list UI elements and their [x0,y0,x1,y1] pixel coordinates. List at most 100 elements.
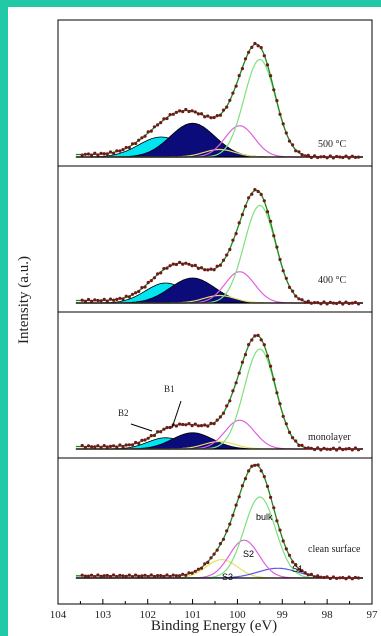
data-point [118,573,122,578]
data-point [300,153,304,157]
data-point [93,151,97,155]
data-point [203,115,207,119]
data-point [341,302,345,306]
data-point [228,98,232,102]
data-point [322,446,326,450]
component-bulk-line [75,496,363,579]
data-point [165,266,169,270]
data-point [243,57,248,61]
data-point [137,289,141,294]
data-point [247,196,251,200]
data-point [108,150,113,154]
data-point [325,156,329,160]
data-point [240,213,244,217]
data-point [278,257,282,262]
data-point [250,464,254,468]
data-point [130,292,135,296]
data-point [303,300,307,304]
data-point [297,567,301,571]
data-point [225,253,229,257]
data-point [262,343,266,347]
data-point [196,112,200,116]
data-point [187,262,191,266]
data-point [250,338,254,342]
data-point [165,573,169,577]
data-point [102,444,106,448]
data-point [99,574,103,579]
data-point [102,152,106,156]
data-point [322,575,326,580]
data-point [291,436,295,440]
data-point [86,297,91,302]
data-point [99,299,103,303]
data-point [225,404,229,408]
data-point [152,433,156,438]
data-point [281,539,285,543]
data-point [331,575,335,579]
data-point [181,262,185,266]
data-point [328,447,332,451]
data-point [269,74,273,78]
data-point [335,448,339,452]
data-point [93,298,97,302]
data-point [178,260,182,264]
data-point [212,268,216,272]
data-point [187,422,191,426]
data-point [331,156,335,160]
data-point [83,152,87,156]
data-point [231,513,235,517]
data-point [240,67,244,71]
data-point [250,45,254,50]
data-point [215,114,219,118]
data-point [156,272,160,276]
data-point [287,285,292,289]
data-point [231,91,235,95]
data-point [134,141,138,146]
data-point [331,301,335,305]
data-point [353,300,357,304]
panel-4: clean surface bulk S2 S3 S1 [57,457,373,605]
data-point [127,145,131,150]
data-point [83,299,87,303]
data-point [140,438,144,442]
data-point [309,572,313,577]
data-point [265,63,270,67]
data-point [319,155,323,159]
data-point [80,298,84,302]
data-point [146,575,150,579]
data-point [287,553,292,557]
data-point [127,443,131,447]
data-point [275,391,279,395]
envelope-line [75,189,363,304]
data-point [165,426,169,430]
data-point [287,430,292,434]
data-point [297,443,301,447]
data-point [243,204,248,208]
data-point [168,425,172,430]
data-point [347,575,351,579]
data-point [86,444,91,448]
panel-label: 400 °C [318,275,346,286]
data-point [174,110,178,114]
data-point [306,573,310,577]
panel-3: monolayer B1 B2 [57,311,373,459]
data-point [146,436,150,440]
data-point [316,301,320,305]
data-point [187,109,191,114]
data-point [112,151,116,155]
data-point [319,575,323,579]
data-point [218,113,222,117]
data-point [328,300,332,304]
data-point [234,232,238,236]
data-point [86,574,91,578]
data-point [203,268,207,272]
data-point [250,192,254,196]
data-point [240,360,244,364]
data-point [196,424,200,428]
component-label-B1: B1 [164,384,175,394]
data-point [118,296,122,300]
data-point [168,113,172,117]
data-point [130,443,135,447]
data-point [130,142,135,146]
data-point [162,267,166,271]
